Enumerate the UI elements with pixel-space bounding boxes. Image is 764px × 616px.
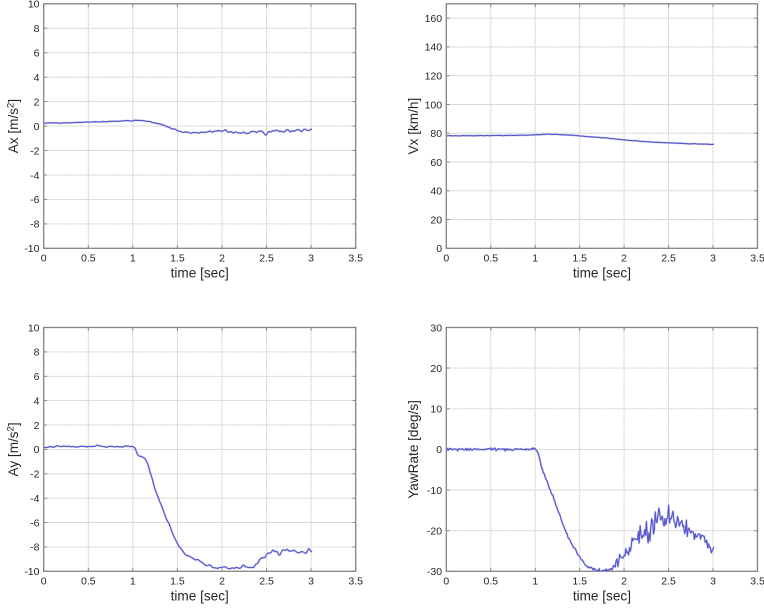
svg-text:-30: -30 (427, 566, 442, 578)
svg-text:4: 4 (34, 72, 40, 84)
svg-text:2: 2 (621, 253, 627, 265)
svg-text:-2: -2 (30, 145, 39, 157)
svg-text:1: 1 (130, 253, 136, 265)
svg-text:6: 6 (34, 371, 40, 383)
svg-text:-10: -10 (24, 243, 39, 255)
svg-text:3.5: 3.5 (750, 253, 764, 265)
svg-text:1: 1 (130, 576, 136, 588)
svg-text:60: 60 (430, 157, 442, 169)
svg-text:20: 20 (430, 363, 442, 375)
svg-text:160: 160 (425, 13, 443, 25)
svg-text:3.5: 3.5 (750, 576, 764, 588)
svg-text:3: 3 (308, 576, 314, 588)
svg-text:-20: -20 (427, 526, 442, 538)
svg-text:YawRate [deg/s]: YawRate [deg/s] (406, 400, 421, 499)
svg-text:0: 0 (443, 576, 449, 588)
svg-text:30: 30 (430, 322, 442, 334)
svg-text:0.5: 0.5 (81, 253, 96, 265)
svg-text:80: 80 (430, 128, 442, 140)
svg-text:-6: -6 (30, 517, 39, 529)
svg-text:2: 2 (219, 576, 225, 588)
svg-text:time [sec]: time [sec] (573, 266, 631, 281)
svg-text:Ax [m/s2]: Ax [m/s2] (6, 99, 22, 153)
svg-text:0.5: 0.5 (483, 576, 498, 588)
svg-text:140: 140 (425, 42, 443, 54)
svg-text:-4: -4 (30, 170, 39, 182)
svg-text:-8: -8 (30, 219, 39, 231)
svg-text:8: 8 (34, 23, 40, 35)
svg-text:2.5: 2.5 (661, 253, 676, 265)
svg-text:0: 0 (34, 121, 40, 133)
svg-text:0: 0 (436, 444, 442, 456)
svg-text:120: 120 (425, 71, 443, 83)
svg-text:1.5: 1.5 (572, 576, 587, 588)
svg-text:1.5: 1.5 (170, 576, 185, 588)
svg-text:-10: -10 (24, 566, 39, 578)
svg-text:2: 2 (621, 576, 627, 588)
svg-text:2: 2 (34, 420, 40, 432)
svg-text:6: 6 (34, 48, 40, 60)
svg-text:2.5: 2.5 (259, 576, 274, 588)
svg-text:1: 1 (532, 253, 538, 265)
svg-text:-8: -8 (30, 542, 39, 554)
svg-text:2.5: 2.5 (259, 253, 274, 265)
svg-text:0: 0 (41, 253, 47, 265)
svg-text:-2: -2 (30, 469, 39, 481)
svg-text:3: 3 (710, 253, 716, 265)
svg-text:2.5: 2.5 (661, 576, 676, 588)
svg-text:0: 0 (34, 444, 40, 456)
svg-text:2: 2 (34, 96, 40, 108)
svg-text:3.5: 3.5 (348, 253, 363, 265)
svg-text:Ay [m/s2]: Ay [m/s2] (6, 422, 22, 476)
svg-text:-4: -4 (30, 493, 39, 505)
svg-text:1: 1 (532, 576, 538, 588)
svg-text:100: 100 (425, 99, 443, 111)
svg-text:20: 20 (430, 214, 442, 226)
svg-text:10: 10 (28, 322, 40, 334)
svg-text:time [sec]: time [sec] (171, 589, 229, 604)
svg-text:4: 4 (34, 395, 40, 407)
svg-text:8: 8 (34, 347, 40, 359)
svg-text:10: 10 (430, 404, 442, 416)
svg-text:0: 0 (436, 243, 442, 255)
svg-text:10: 10 (28, 0, 40, 11)
svg-text:2: 2 (219, 253, 225, 265)
svg-text:40: 40 (430, 186, 442, 198)
svg-text:0.5: 0.5 (81, 576, 96, 588)
svg-text:Vx [km/h]: Vx [km/h] (406, 98, 421, 155)
svg-text:time [sec]: time [sec] (573, 589, 631, 604)
svg-text:0: 0 (41, 576, 47, 588)
svg-text:3: 3 (308, 253, 314, 265)
svg-text:0.5: 0.5 (483, 253, 498, 265)
svg-text:1.5: 1.5 (572, 253, 587, 265)
svg-text:-6: -6 (30, 194, 39, 206)
svg-text:3: 3 (710, 576, 716, 588)
svg-text:0: 0 (443, 253, 449, 265)
svg-text:-10: -10 (427, 485, 442, 497)
svg-text:3.5: 3.5 (348, 576, 363, 588)
svg-text:time [sec]: time [sec] (171, 266, 229, 281)
svg-text:1.5: 1.5 (170, 253, 185, 265)
